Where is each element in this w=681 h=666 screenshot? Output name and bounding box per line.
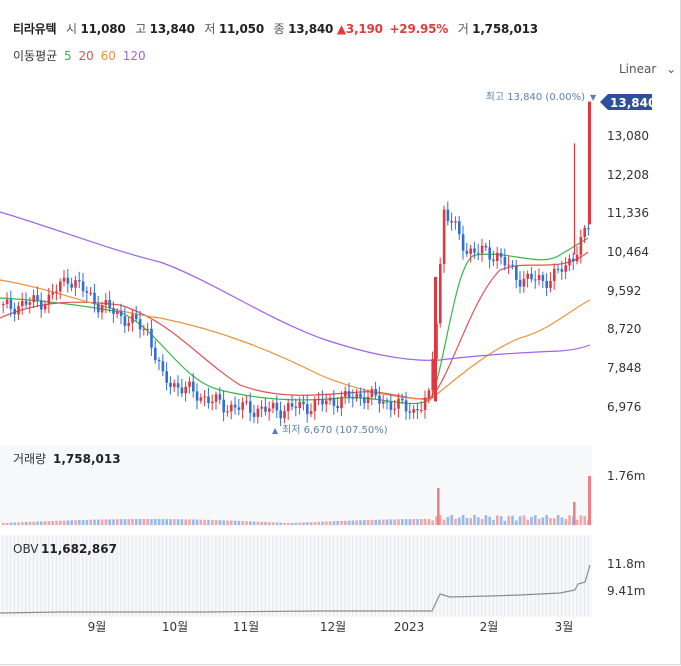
stock-header: 티라유텍 시 11,080 고 13,840 저 11,050 종 13,840… <box>13 20 538 37</box>
chevron-down-icon: ⌄ <box>666 62 677 76</box>
ma-20: 20 <box>78 49 94 63</box>
ma-legend[interactable]: 이동평균 5 20 60 120 <box>13 47 149 64</box>
change-value: 3,190 <box>345 22 383 36</box>
open-label: 시 <box>66 22 77 36</box>
ma-60: 60 <box>100 49 116 63</box>
ma-5: 5 <box>64 49 72 63</box>
stock-name: 티라유텍 <box>13 22 57 36</box>
up-triangle-icon: ▲ <box>336 22 346 36</box>
open-value: 11,080 <box>80 22 126 36</box>
low-label: 저 <box>204 22 216 36</box>
scale-dropdown[interactable]: Linear ⌄ <box>619 62 676 76</box>
ma-legend-label: 이동평균 <box>13 49 58 63</box>
volume-value: 1,758,013 <box>472 22 538 36</box>
volume-label: 거 <box>457 22 469 36</box>
scale-label: Linear <box>619 62 657 76</box>
close-label: 종 <box>273 22 285 36</box>
close-value: 13,840 <box>288 22 334 36</box>
high-value: 13,840 <box>149 22 195 36</box>
change-pct: +29.95% <box>389 22 449 36</box>
ma-120: 120 <box>122 49 146 63</box>
high-label: 고 <box>135 22 147 36</box>
low-value: 11,050 <box>218 22 264 36</box>
